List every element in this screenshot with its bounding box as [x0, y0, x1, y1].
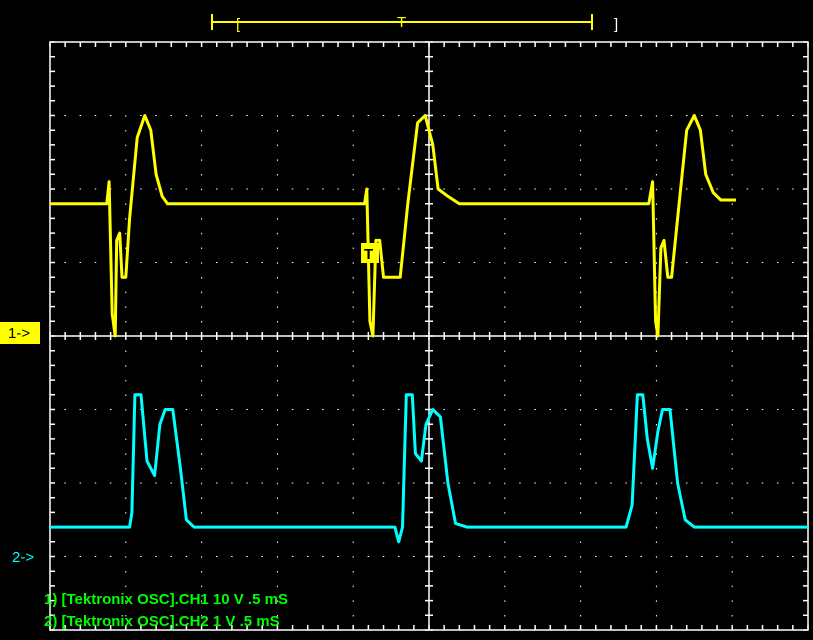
ch2-readout: 2) [Tektronix OSC].CH2 1 V .5 mS	[44, 613, 280, 630]
channel-readouts: 1) [Tektronix OSC].CH1 10 V .5 mS 2) [Te…	[44, 591, 288, 630]
ch2-marker-label: 2->	[12, 549, 34, 566]
trigger-flag: T	[361, 243, 379, 263]
ch1-readout: 1) [Tektronix OSC].CH1 10 V .5 mS	[44, 591, 288, 608]
waveform-traces	[50, 114, 808, 544]
graticule	[49, 41, 809, 631]
ch1-marker-box	[0, 322, 40, 344]
ch2-trace	[50, 393, 808, 544]
trigger-bracket-close: ]	[614, 16, 618, 33]
ch1-trace	[50, 114, 736, 338]
trigger-flag-box	[361, 243, 379, 263]
trigger-position-bracket: [ ] T	[211, 14, 618, 33]
trigger-bracket-open: [	[236, 16, 241, 33]
graticule-ticks	[49, 41, 809, 631]
ch2-ground-marker: 2->	[12, 549, 34, 566]
ch1-marker-label: 1->	[8, 325, 30, 342]
trigger-bracket-label: T	[397, 14, 406, 31]
trigger-flag-label: T	[364, 246, 373, 263]
ch1-ground-marker: 1->	[0, 322, 40, 344]
